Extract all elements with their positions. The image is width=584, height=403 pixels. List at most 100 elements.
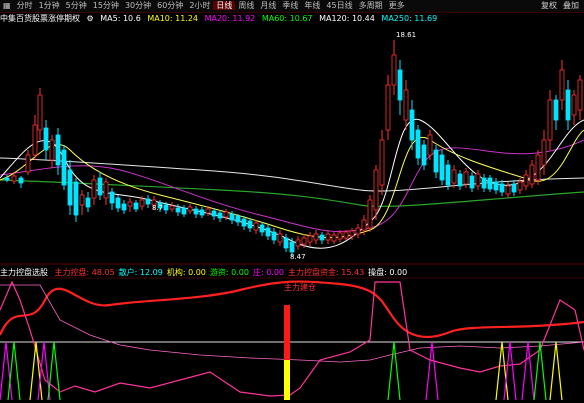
tab-0[interactable]: 分时: [16, 1, 33, 10]
candle-body: [307, 235, 313, 243]
candle-body: [319, 234, 325, 241]
candle-body: [37, 94, 43, 131]
candle-body: [511, 183, 517, 193]
candle-body: [85, 197, 91, 208]
candle-body: [25, 154, 31, 173]
candle-body: [79, 194, 85, 206]
candle-body: [157, 202, 163, 209]
toolbar-right: 复权 叠加: [538, 0, 582, 12]
candle-body: [193, 208, 199, 215]
tab-14[interactable]: 更多: [388, 1, 405, 10]
candle-body: [133, 202, 139, 210]
candle-body: [541, 139, 547, 166]
candle-body: [331, 234, 337, 242]
candle-body: [517, 181, 523, 191]
price-low-label: 8.47: [290, 253, 306, 261]
candle-body: [379, 139, 385, 186]
tab-4[interactable]: 30分钟: [124, 1, 152, 10]
candle-body: [391, 54, 397, 86]
tab-11[interactable]: 年线: [304, 1, 321, 10]
signal-spikes: [0, 341, 563, 401]
candle-body: [211, 210, 217, 217]
candle-body: [127, 201, 133, 207]
candle-body: [271, 231, 277, 241]
sub-legend-item-5: 主力控盘资金: 15.43: [288, 268, 365, 277]
tab-6[interactable]: 2小时: [189, 1, 211, 10]
candle-body: [571, 94, 577, 116]
candle-body: [4, 177, 10, 181]
candle-body: [151, 199, 157, 206]
candle-body: [553, 99, 559, 121]
candle-body: [337, 232, 343, 240]
settings-icon[interactable]: ⚙: [86, 14, 94, 23]
signal-spike: [7, 341, 21, 401]
candle-body: [145, 198, 151, 205]
candle-body: [445, 164, 451, 186]
main-build-signal-bar: [284, 305, 290, 400]
sub-legend-item-1: 散户: 12.09: [118, 268, 163, 277]
tab-5[interactable]: 60分钟: [157, 1, 184, 10]
toolbar-right-button-0[interactable]: 复权: [541, 1, 557, 10]
price-high-label: 18.61: [396, 31, 417, 39]
tab-13[interactable]: 多周期: [358, 1, 383, 10]
candle-body: [487, 177, 493, 190]
signal-spike: [47, 341, 61, 401]
candle-body: [475, 173, 481, 187]
candle-body: [229, 213, 235, 221]
sub-legend: 主力控盘选股 主力控盘: 48.05 散户: 12.09 机构: 0.00 游资: 0…: [0, 267, 411, 278]
tab-3[interactable]: 15分钟: [92, 1, 119, 10]
candle-body: [439, 154, 445, 181]
tab-2[interactable]: 5分钟: [65, 1, 87, 10]
tab-9[interactable]: 月线: [260, 1, 277, 10]
candlesticks: [4, 40, 583, 256]
price-mid-label: 8.7: [152, 204, 164, 212]
candle-body: [469, 175, 475, 189]
candle-body: [433, 149, 439, 173]
ma250-label: MA250: 11.69: [381, 14, 438, 23]
tab-1[interactable]: 1分钟: [38, 1, 60, 10]
tab-8[interactable]: 周线: [238, 1, 255, 10]
candle-body: [103, 181, 109, 199]
secondary-line: [0, 284, 584, 363]
candle-body: [217, 212, 223, 219]
main-control-line: [0, 280, 584, 338]
candle-body: [73, 181, 79, 216]
candle-body: [451, 169, 457, 184]
retail-line: [0, 280, 584, 397]
candle-body: [535, 154, 541, 181]
candle-body: [49, 139, 55, 161]
candle-body: [481, 177, 487, 189]
ma120-line: [0, 179, 584, 207]
ma10-label: MA10: 11.24: [147, 14, 199, 23]
candle-body: [283, 237, 289, 249]
candle-body: [259, 224, 265, 233]
candle-body: [355, 227, 361, 235]
candle-body: [385, 84, 391, 131]
candle-body: [301, 237, 307, 245]
candle-body: [409, 109, 415, 141]
candle-body: [403, 89, 409, 121]
candle-body: [277, 233, 283, 243]
candle-body: [43, 127, 49, 151]
candle-body: [493, 181, 499, 191]
candle-body: [529, 164, 535, 185]
candle-body: [11, 175, 17, 182]
candle-body: [115, 197, 121, 209]
tab-12[interactable]: 45日线: [326, 1, 353, 10]
period-toolbar: ▦ 分时 1分钟 5分钟 15分钟 30分钟 60分钟 2小时 日线 周线 月线 季线 年线 45日线多…: [0, 0, 584, 13]
candle-body: [169, 205, 175, 210]
tab-7[interactable]: 日线: [213, 1, 236, 10]
sub-indicator-title: 主力控盘选股: [0, 268, 48, 277]
signal-spike: [387, 341, 401, 401]
candle-body: [97, 177, 103, 196]
sub-legend-item-2: 机构: 0.00: [166, 268, 206, 277]
toolbar-right-button-1[interactable]: 叠加: [563, 1, 579, 10]
grid-icon[interactable]: ▦: [3, 1, 11, 10]
candle-body: [187, 206, 193, 212]
candle-body: [367, 199, 373, 229]
candle-body: [163, 204, 169, 211]
tab-10[interactable]: 季线: [282, 1, 299, 10]
candle-body: [289, 241, 295, 253]
ma60-label: MA60: 10.67: [261, 14, 313, 23]
